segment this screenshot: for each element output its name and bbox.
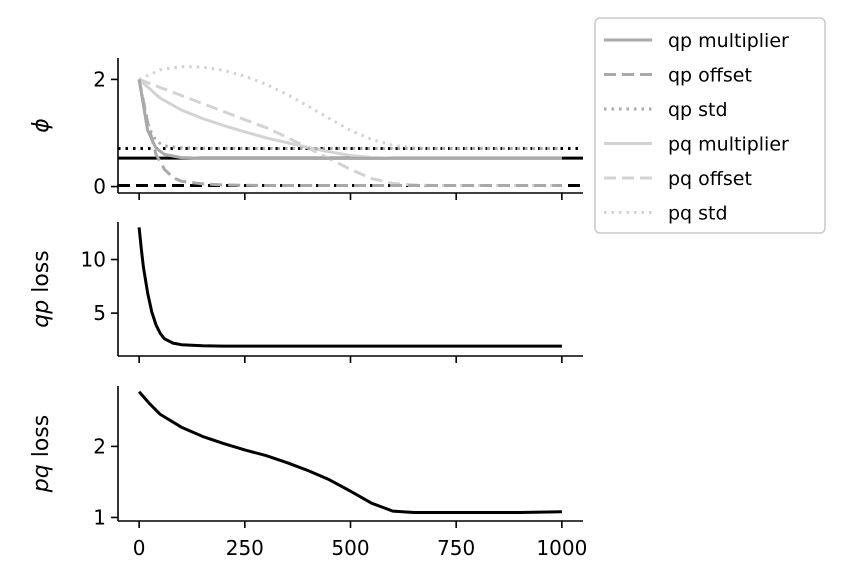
legend-label: pq multiplier — [668, 134, 789, 156]
series-pq-offset — [138, 77, 562, 187]
legend-label: qp multiplier — [668, 30, 789, 52]
panel-2: 5 10 qp loss — [29, 222, 583, 363]
series-loss-line — [137, 227, 562, 348]
legend-label: pq offset — [668, 168, 752, 190]
y-axis-label-text: loss — [29, 415, 54, 465]
x-tick-label: 0 — [133, 536, 146, 560]
y-tick-label: 0 — [93, 175, 106, 199]
panel-3: 0 250 500 750 1000 1 2 pq loss — [29, 386, 587, 560]
series-pq-std — [138, 65, 562, 150]
panel-1: 0 2 ϕ — [29, 58, 583, 200]
x-tick-label: 500 — [331, 536, 369, 560]
x-tick-label: 1000 — [536, 536, 587, 560]
y-tick-label: 2 — [93, 67, 106, 91]
series-pq-multiplier — [138, 78, 562, 160]
y-axis-label: ϕ — [29, 118, 54, 133]
series-qp-multiplier — [137, 79, 562, 160]
legend-label: pq std — [668, 203, 728, 225]
y-axis-label-text: loss — [29, 250, 54, 300]
series-qp-std — [137, 79, 562, 150]
series-loss-line — [137, 390, 562, 514]
legend-label: qp offset — [668, 65, 752, 87]
legend-frame — [594, 17, 826, 234]
y-tick-label: 5 — [93, 301, 106, 325]
y-axis-label-italic: qp — [29, 300, 54, 328]
x-tick-label: 750 — [437, 536, 475, 560]
y-axis-label-symbol: ϕ — [29, 118, 54, 133]
y-axis-label: pq loss — [29, 415, 54, 493]
y-tick-label: 2 — [93, 434, 106, 458]
x-tick-label: 250 — [226, 536, 264, 560]
legend-label: qp std — [668, 99, 728, 121]
y-axis-label: qp loss — [29, 250, 54, 327]
y-tick-label: 1 — [93, 505, 106, 529]
y-tick-label: 10 — [81, 248, 106, 272]
y-axis-label-italic: pq — [29, 464, 54, 493]
legend: qp multiplier qp offset qp std pq multiplie… — [594, 17, 826, 234]
series-qp-offset — [137, 79, 562, 187]
